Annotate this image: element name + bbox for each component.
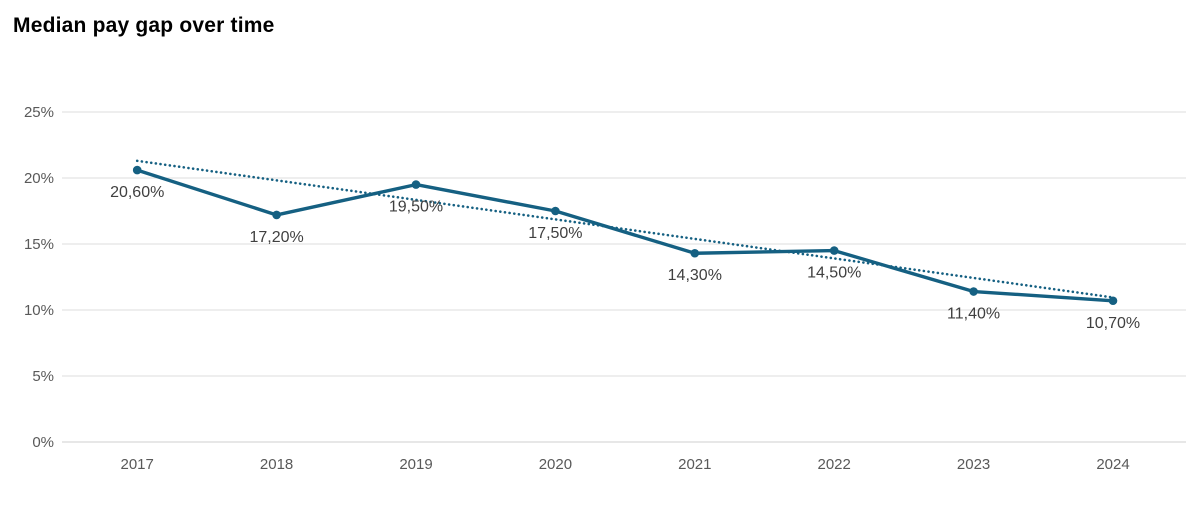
x-axis-tick-label: 2020: [539, 456, 572, 473]
data-label: 19,50%: [389, 199, 443, 216]
data-label: 11,40%: [947, 306, 1000, 323]
data-point-marker: [411, 180, 421, 189]
x-axis-tick-label: 2018: [260, 456, 293, 473]
x-axis-tick-label: 2024: [1096, 456, 1129, 473]
data-point-marker: [690, 248, 700, 258]
data-point-marker: [829, 246, 839, 255]
data-label: 14,30%: [668, 267, 722, 284]
y-axis-tick-label: 10%: [24, 302, 54, 319]
x-axis-tick-label: 2019: [399, 456, 432, 473]
data-point-marker: [551, 206, 560, 216]
y-axis-tick-label: 0%: [32, 434, 54, 451]
x-axis-tick-label: 2023: [957, 456, 990, 473]
data-point-marker: [969, 287, 978, 296]
data-label: 20,60%: [110, 184, 164, 201]
data-label: 17,20%: [249, 229, 303, 246]
data-label: 17,50%: [528, 225, 582, 242]
y-axis-tick-label: 20%: [24, 170, 54, 187]
data-point-marker: [132, 165, 142, 175]
linear-trendline: [135, 159, 1115, 299]
data-point-marker: [1108, 296, 1118, 306]
chart-title: Median pay gap over time: [13, 14, 275, 37]
series-line: [135, 168, 1115, 303]
x-axis-tick-label: 2017: [121, 456, 154, 473]
data-label: 10,70%: [1086, 315, 1140, 332]
x-axis-tick-label: 2021: [678, 456, 711, 473]
data-label: 14,50%: [807, 265, 861, 282]
x-axis-tick-label: 2022: [818, 456, 851, 473]
y-axis-tick-label: 25%: [24, 104, 54, 121]
y-axis-tick-label: 15%: [24, 236, 54, 253]
data-point-marker: [272, 210, 281, 220]
y-axis-tick-label: 5%: [32, 368, 54, 385]
